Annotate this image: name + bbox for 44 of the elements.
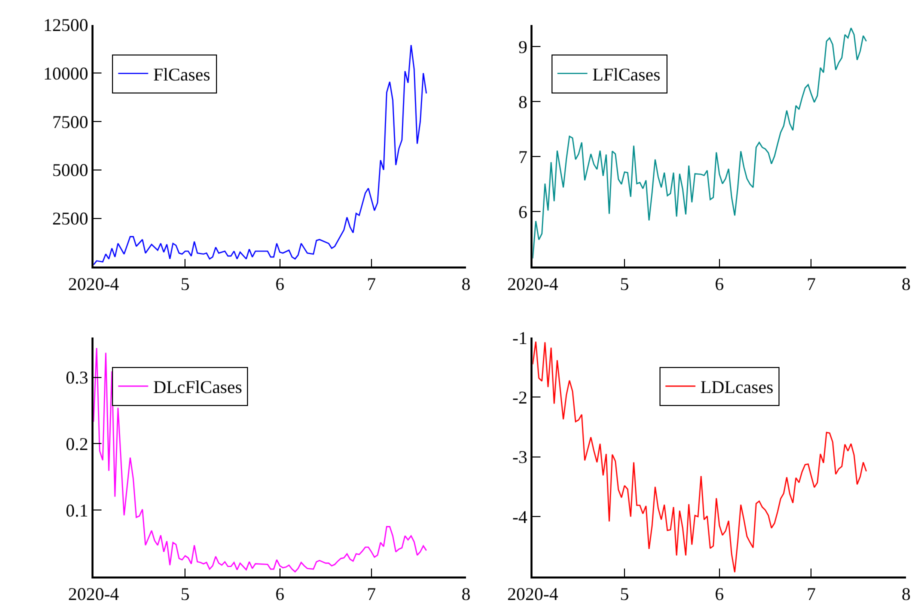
y-tick-label: 7500: [52, 112, 88, 132]
x-tick-label: 5: [620, 584, 630, 604]
y-tick-label: 10000: [43, 63, 88, 84]
y-tick-label: 0.3: [66, 368, 88, 388]
x-tick-label: 2020-4: [68, 584, 120, 604]
y-tick-label: -1: [512, 328, 528, 348]
legend-label: FlCases: [153, 64, 210, 84]
x-tick-label: 6: [714, 584, 724, 604]
x-tick-label: 5: [180, 274, 190, 294]
y-tick-label: -2: [512, 387, 528, 408]
x-tick-label: 8: [462, 274, 471, 294]
x-tick-label: 2020-4: [68, 274, 120, 294]
x-tick-label: 7: [366, 584, 376, 604]
x-tick-label: 6: [714, 274, 724, 294]
y-tick-label: 2500: [52, 208, 88, 229]
x-tick-label: 8: [462, 584, 471, 604]
y-tick-label: -3: [512, 447, 528, 468]
y-tick-label: 8: [518, 92, 528, 112]
x-tick-label: 5: [620, 274, 630, 294]
x-tick-label: 8: [902, 584, 911, 604]
x-tick-label: 2020-4: [507, 584, 558, 604]
x-tick-label: 6: [275, 274, 284, 294]
x-tick-label: 6: [275, 584, 284, 604]
x-tick-label: 5: [180, 584, 190, 604]
line-series: [94, 44, 427, 266]
y-tick-label: 5000: [52, 160, 88, 180]
legend-label: DLcFlCases: [153, 377, 242, 398]
line-series: [94, 347, 427, 572]
x-tick-label: 7: [806, 584, 816, 604]
x-tick-label: 8: [902, 274, 911, 294]
y-tick-label: 12500: [43, 15, 88, 36]
line-series: [532, 27, 867, 259]
y-tick-label: 7: [518, 147, 528, 167]
y-tick-label: 6: [518, 202, 528, 222]
y-tick-label: 0.2: [66, 434, 88, 454]
y-tick-label: -4: [512, 506, 528, 527]
x-tick-label: 7: [806, 274, 816, 294]
y-tick-label: 9: [518, 37, 528, 58]
legend-label: LFlCases: [592, 64, 660, 84]
legend-label: LDLcases: [700, 377, 774, 398]
x-tick-label: 7: [366, 274, 376, 294]
x-tick-label: 2020-4: [507, 274, 558, 294]
line-series: [532, 341, 867, 573]
y-tick-label: 0.1: [66, 500, 88, 520]
